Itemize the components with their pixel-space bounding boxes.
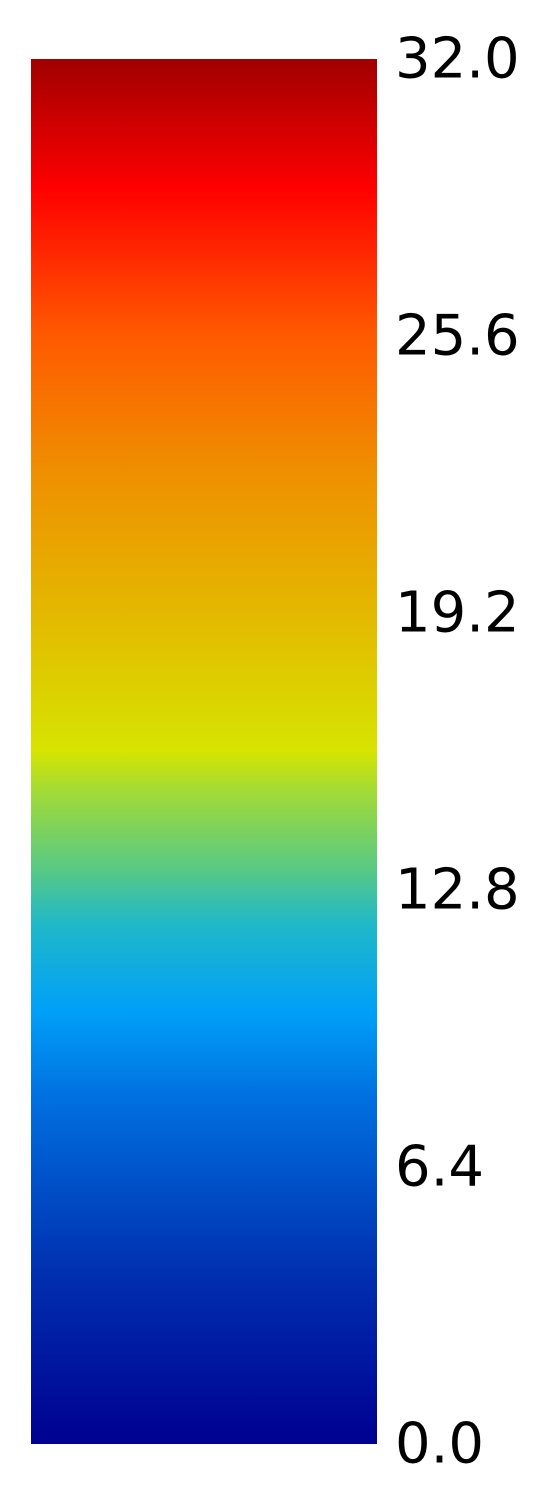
colorbar-tick-label: 32.0 (395, 27, 520, 92)
colorbar-tick-label: 6.4 (395, 1135, 484, 1200)
colorbar-ticks: 0.0 6.4 12.8 19.2 25.6 32.0 (395, 27, 520, 1477)
colorbar-tick-label: 19.2 (395, 581, 520, 646)
colorbar-gradient-bar (31, 59, 377, 1444)
colorbar-tick-label: 12.8 (395, 858, 520, 923)
colorbar-tick-label: 25.6 (395, 304, 520, 369)
colorbar-tick-label: 0.0 (395, 1412, 484, 1477)
